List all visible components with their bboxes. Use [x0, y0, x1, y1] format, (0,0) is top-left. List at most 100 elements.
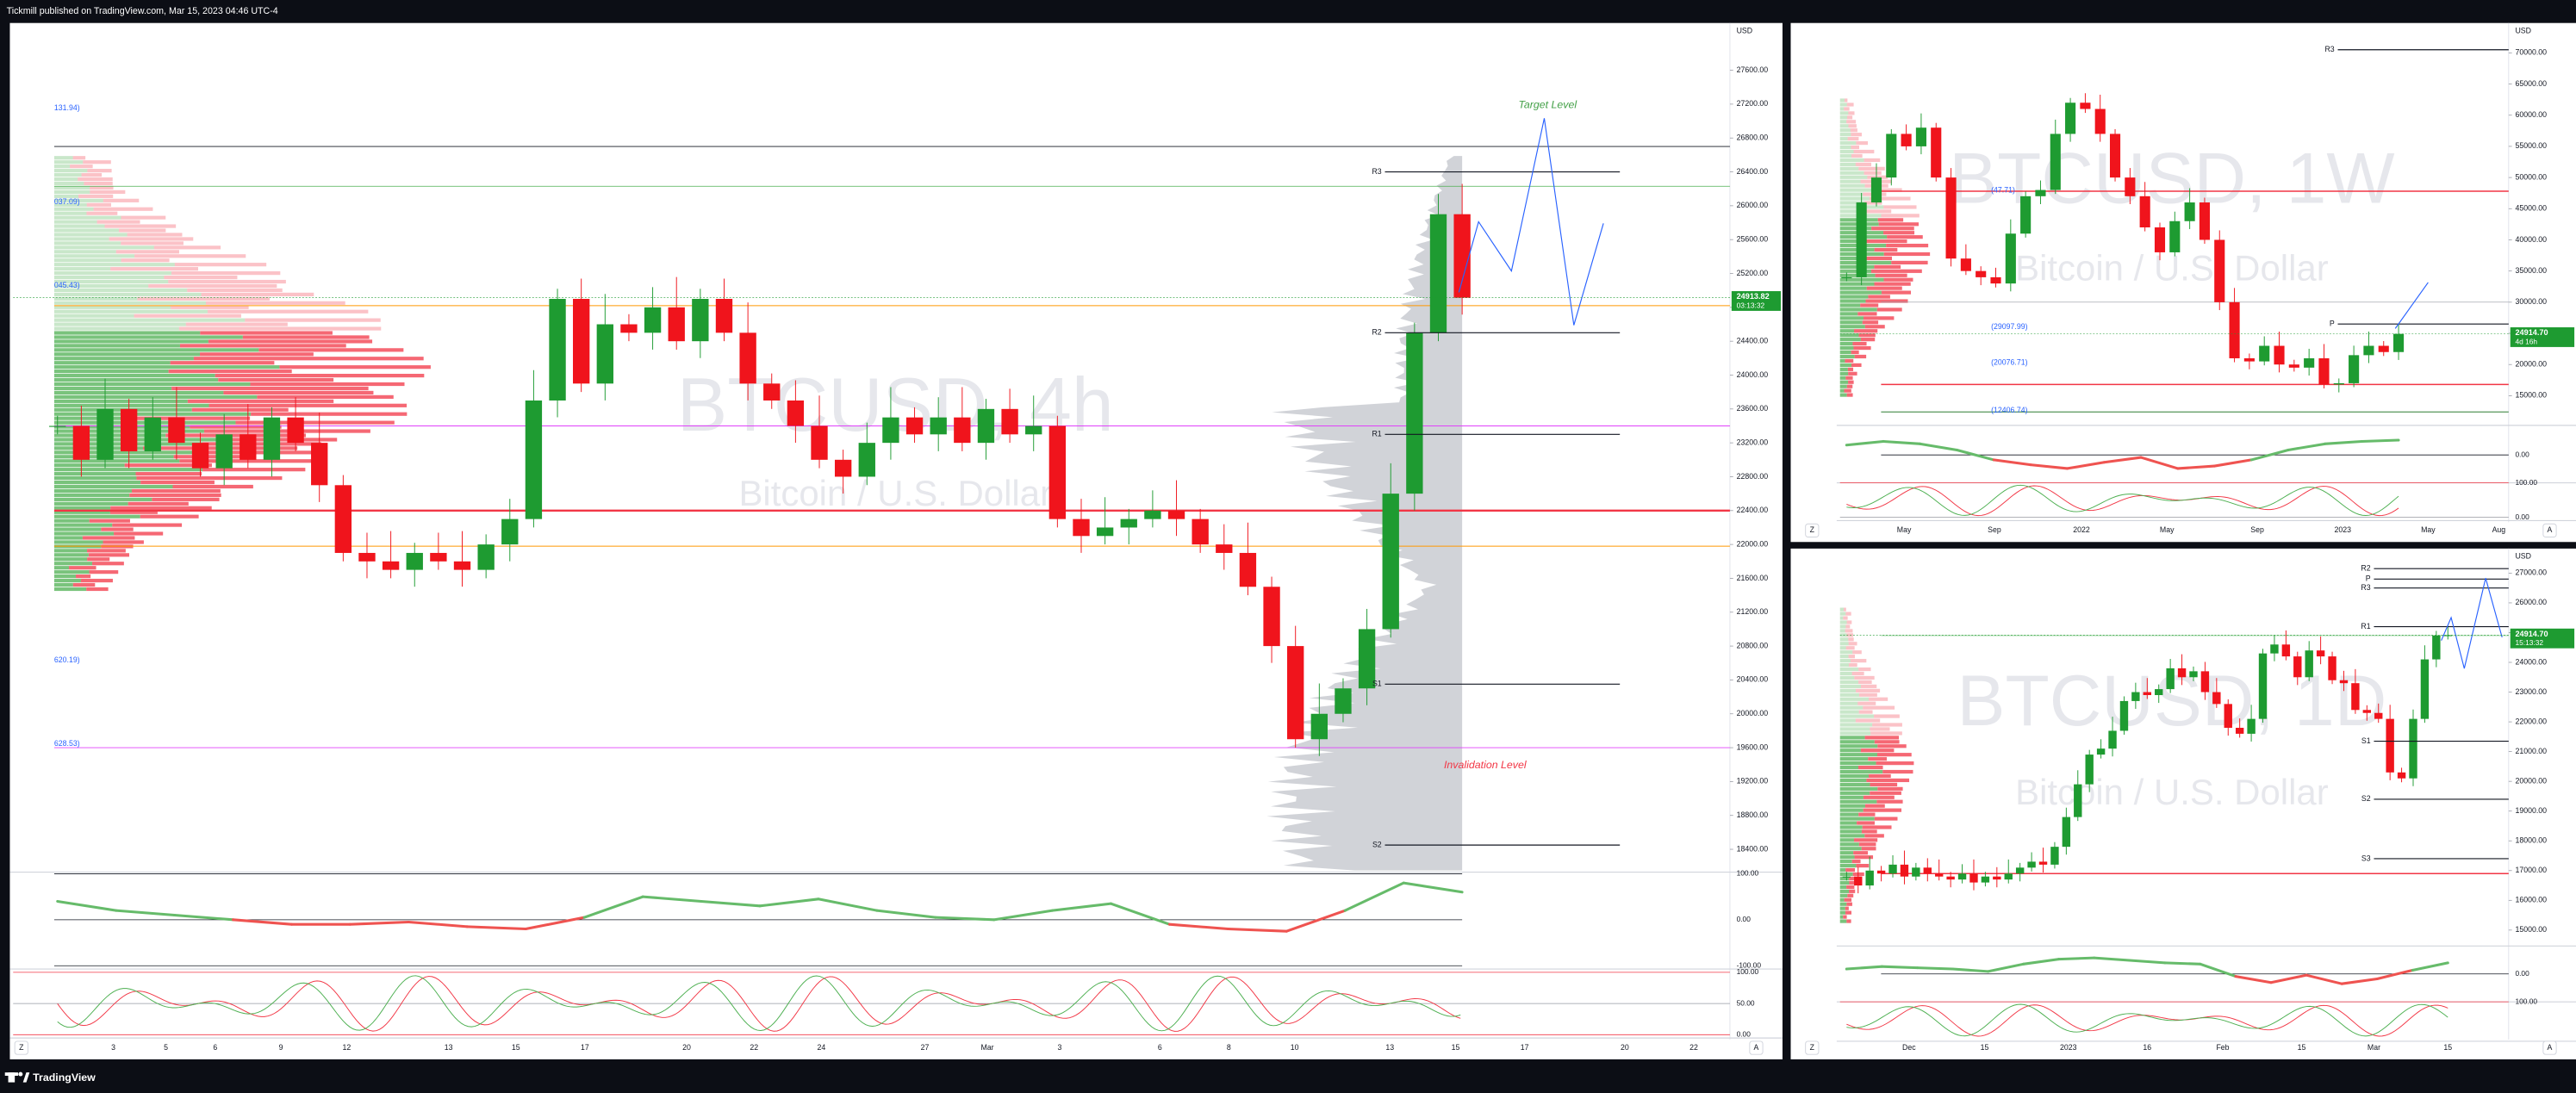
volume-profile-down	[1854, 675, 1875, 680]
volume-profile-down	[1874, 247, 1898, 252]
volume-profile-down	[1887, 235, 1923, 239]
scale-button-label[interactable]: A	[2548, 1043, 2553, 1052]
x-tick-label: 13	[1385, 1043, 1394, 1052]
volume-profile-up	[1839, 388, 1845, 393]
volume-profile-up	[1839, 128, 1851, 133]
rsi-segment	[1051, 902, 1113, 912]
candle-body	[2259, 345, 2270, 362]
scale-button[interactable]	[1805, 1040, 1820, 1055]
volume-profile-down	[78, 194, 114, 198]
volume-profile-down	[245, 318, 381, 322]
volume-profile-up	[53, 305, 171, 309]
scale-button-label[interactable]: A	[1754, 1043, 1759, 1052]
pivot-label: S2	[1372, 840, 1382, 848]
rsi-segment	[875, 909, 937, 919]
scale-button-label[interactable]: Z	[1810, 525, 1815, 534]
volume-profile-down	[72, 582, 96, 587]
volume-profile-up	[1839, 675, 1855, 680]
y-tick-label: 26800.00	[1737, 134, 1769, 142]
candle-body	[644, 307, 662, 333]
stoch-tick-label: 100.00	[2515, 997, 2537, 1005]
volume-profile-up	[1839, 906, 1845, 910]
volume-profile-up	[1839, 778, 1867, 783]
volume-profile-up	[1839, 338, 1861, 342]
rsi-segment	[524, 916, 586, 931]
volume-profile-up	[1839, 731, 1871, 736]
volume-profile-down	[208, 339, 373, 344]
volume-profile-up	[1839, 885, 1847, 889]
volume-profile-up	[1839, 363, 1851, 367]
volume-profile-down	[1853, 329, 1878, 333]
x-tick-label: May	[2160, 525, 2175, 534]
candle-body	[2214, 239, 2225, 302]
candle-body	[1841, 276, 1852, 279]
volume-profile-down	[206, 301, 345, 305]
candle-body	[2304, 357, 2315, 368]
candle-body	[2004, 873, 2013, 880]
rsi-tick-label: -100.00	[1737, 960, 1762, 969]
scale-button-label[interactable]: Z	[1810, 1043, 1815, 1052]
volume-profile-up	[1839, 867, 1846, 873]
candle-body	[1923, 867, 1932, 874]
candle-body	[1842, 876, 1851, 878]
candle-body	[2020, 196, 2032, 234]
scale-button[interactable]	[14, 1040, 28, 1055]
volume-profile-down	[1851, 350, 1859, 355]
volume-profile-up	[1839, 718, 1856, 723]
candle-body	[1981, 876, 1990, 883]
scale-button-label[interactable]: A	[2548, 525, 2553, 534]
candle-body	[1854, 876, 1863, 886]
candle-body	[1900, 864, 1909, 877]
candle-body	[2274, 345, 2285, 365]
scale-button[interactable]	[1805, 523, 1820, 538]
candle-body	[2378, 345, 2389, 352]
volume-profile-down	[1853, 851, 1869, 855]
candle-body	[263, 417, 281, 460]
x-tick-label: 27	[921, 1043, 930, 1052]
rsi-segment	[1110, 902, 1171, 926]
candle-body	[2288, 364, 2299, 368]
stoch-tick-label: 100.00	[1737, 967, 1759, 976]
scale-button[interactable]	[1749, 1040, 1764, 1055]
candle-body	[954, 417, 971, 444]
rsi-segment	[1915, 966, 1955, 971]
volume-profile-down	[1851, 145, 1860, 150]
volume-profile-down	[1866, 286, 1902, 290]
volume-profile-down	[1861, 847, 1876, 851]
volume-profile-down	[1858, 333, 1876, 338]
volume-profile-up	[53, 288, 188, 293]
x-tick-label: 2023	[2060, 1043, 2077, 1052]
candle-body	[1358, 629, 1376, 689]
volume-profile-down	[258, 348, 404, 352]
volume-profile-up	[53, 506, 111, 510]
volume-profile-up	[53, 455, 174, 459]
volume-profile-down	[1863, 705, 1895, 710]
candle-body	[2177, 668, 2187, 678]
scale-button[interactable]	[2542, 523, 2557, 538]
volume-profile-down	[83, 160, 111, 165]
scale-button[interactable]	[2542, 1040, 2557, 1055]
y-tick-label: 21000.00	[2515, 747, 2547, 755]
volume-profile-down	[78, 177, 113, 182]
candle-body	[2125, 177, 2136, 196]
volume-profile-up	[1839, 137, 1848, 141]
volume-profile-down	[1876, 188, 1902, 192]
volume-profile-up	[1839, 333, 1859, 338]
candle-body	[2143, 692, 2151, 696]
y-tick-label: 18800.00	[1737, 810, 1769, 819]
volume-profile-up	[53, 245, 154, 250]
y-tick-label: 40000.00	[2515, 235, 2547, 244]
volume-profile-down	[1868, 697, 1888, 701]
rsi-segment	[1845, 965, 1883, 971]
volume-profile-down	[257, 394, 394, 399]
volume-profile-up	[1839, 646, 1846, 650]
volume-profile-up	[1839, 153, 1851, 158]
rsi-segment	[934, 916, 996, 922]
volume-profile-down	[152, 497, 220, 501]
candle-body	[453, 561, 471, 570]
x-tick-label: 16	[2143, 1043, 2151, 1052]
candle-body	[858, 443, 875, 477]
scale-button-label[interactable]: Z	[19, 1043, 24, 1052]
volume-profile-down	[1863, 795, 1895, 799]
volume-profile-up	[53, 459, 180, 463]
